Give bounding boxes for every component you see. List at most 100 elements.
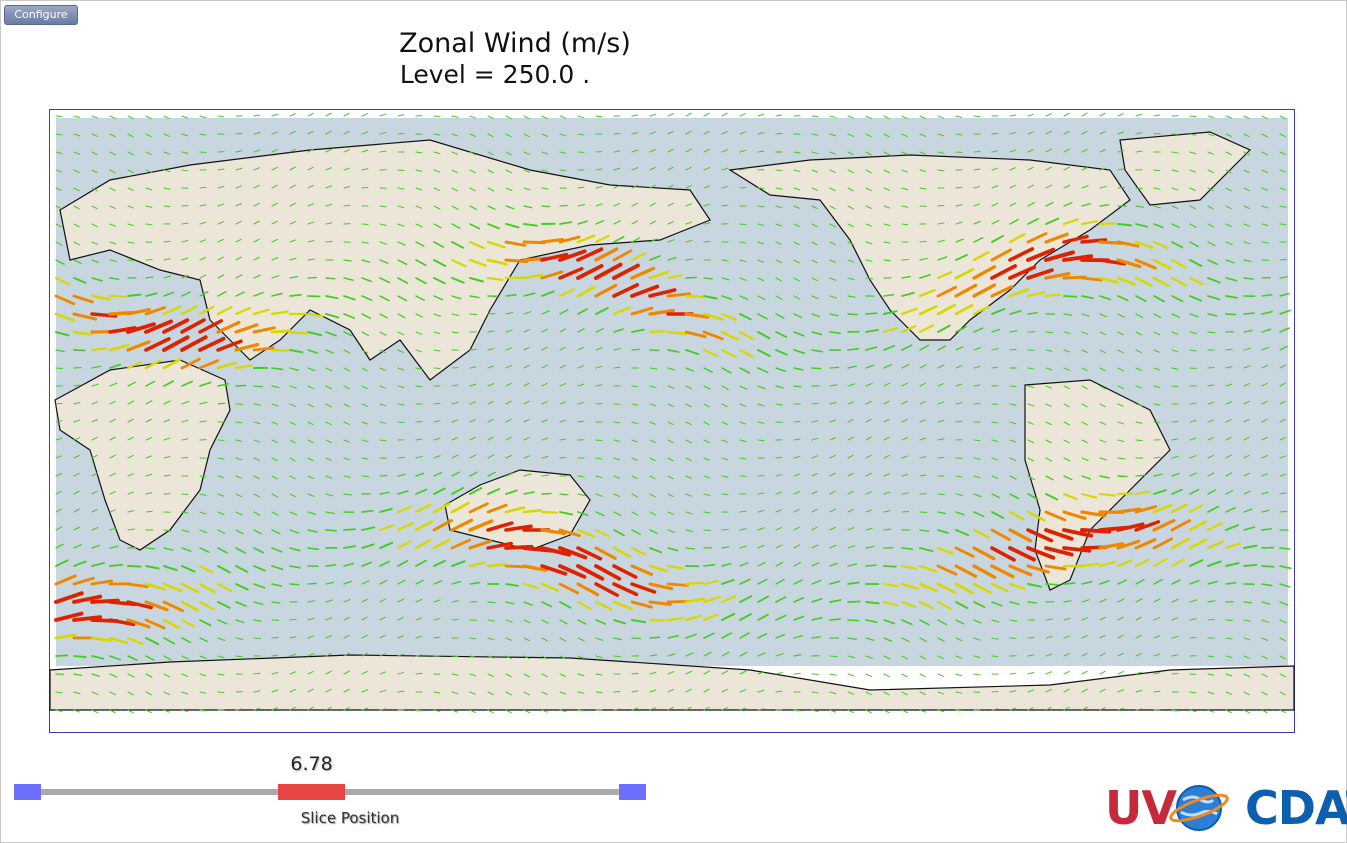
wind-arrow (1207, 366, 1215, 369)
wind-arrow (505, 709, 512, 714)
wind-arrow (325, 688, 332, 693)
wind-arrow (757, 349, 771, 357)
wind-arrow (469, 223, 481, 230)
wind-arrow (703, 185, 711, 189)
wind-arrow (289, 457, 296, 462)
wind-arrow (1045, 457, 1053, 462)
wind-arrow (1027, 148, 1034, 153)
wind-arrow (882, 326, 899, 334)
wind-arrow (1099, 580, 1110, 585)
wind-arrow (1279, 655, 1286, 660)
wind-vector-map[interactable] (49, 109, 1295, 733)
slider-min-handle[interactable] (14, 784, 41, 800)
wind-arrow (307, 475, 315, 480)
wind-arrow (631, 220, 639, 225)
wind-arrow (253, 439, 261, 443)
wind-arrow (270, 329, 293, 334)
wind-arrow (1135, 295, 1147, 302)
wind-arrow (865, 133, 872, 138)
wind-arrow (486, 258, 508, 266)
wind-arrow (918, 289, 936, 298)
slider-thumb[interactable] (278, 784, 346, 800)
wind-arrow (307, 367, 316, 372)
wind-arrow (397, 132, 405, 135)
wind-arrow (991, 348, 999, 351)
wind-arrow (595, 673, 603, 676)
wind-arrow (937, 401, 945, 405)
wind-arrow (468, 519, 494, 532)
wind-arrow (433, 205, 441, 210)
wind-arrow (505, 329, 513, 333)
wind-arrow (144, 337, 171, 352)
wind-arrow (648, 330, 667, 334)
wind-arrow (829, 115, 837, 118)
wind-arrow (451, 471, 461, 477)
wind-arrow (1189, 313, 1199, 318)
wind-arrow (1243, 655, 1251, 659)
wind-arrow (649, 403, 657, 407)
wind-arrow (361, 349, 369, 354)
wind-arrow (829, 187, 836, 192)
wind-arrow (666, 616, 685, 622)
wind-arrow (631, 114, 639, 117)
wind-arrow (541, 290, 555, 297)
wind-arrow (289, 565, 301, 569)
wind-arrow (918, 324, 935, 334)
wind-arrow (577, 619, 587, 625)
wind-arrow (1027, 439, 1034, 444)
wind-arrow (865, 346, 878, 351)
wind-arrow (108, 326, 137, 334)
wind-arrow (1044, 232, 1069, 244)
wind-arrow (397, 205, 405, 209)
wind-arrow (1171, 367, 1179, 370)
wind-arrow (865, 400, 872, 405)
wind-arrow (594, 600, 613, 611)
wind-arrow (793, 187, 801, 191)
wind-arrow (811, 616, 823, 621)
wind-arrow (523, 205, 533, 209)
wind-arrow (865, 277, 874, 280)
wind-arrow (1044, 564, 1067, 571)
wind-arrow (199, 115, 207, 119)
wind-arrow (613, 167, 621, 171)
wind-arrow (180, 582, 200, 594)
wind-arrow (505, 436, 512, 441)
wind-arrow (577, 637, 585, 642)
wind-arrow (1134, 520, 1161, 532)
wind-arrow (54, 574, 77, 586)
wind-arrow (1098, 492, 1117, 497)
wind-arrow (1261, 169, 1268, 174)
wind-arrow (343, 385, 350, 390)
wind-arrow (379, 491, 390, 495)
wind-arrow (325, 564, 337, 567)
wind-arrow (199, 475, 207, 478)
wind-arrow (1207, 401, 1215, 405)
slice-position-slider[interactable]: 6.78 Slice Position (10, 750, 650, 840)
wind-arrow (1099, 457, 1108, 461)
wind-arrow (397, 367, 405, 371)
wind-arrow (163, 419, 171, 423)
wind-arrow (469, 187, 476, 192)
slider-max-handle[interactable] (619, 784, 646, 800)
wind-arrow (361, 367, 368, 372)
configure-button[interactable]: Configure (4, 5, 78, 25)
wind-arrow (396, 540, 412, 550)
wind-arrow (865, 509, 873, 513)
wind-arrow (396, 505, 413, 514)
wind-arrow (667, 166, 674, 171)
wind-arrow (595, 185, 603, 189)
wind-arrow (541, 151, 549, 155)
wind-arrow (649, 475, 656, 480)
wind-arrow (811, 420, 819, 423)
wind-arrow (361, 457, 369, 460)
wind-arrow (594, 528, 610, 538)
wind-arrow (1189, 618, 1197, 621)
wind-arrow (1027, 636, 1035, 639)
wind-arrow (73, 526, 81, 531)
wind-arrow (55, 205, 62, 210)
wind-arrow (55, 559, 69, 567)
wind-arrow (739, 223, 747, 226)
wind-arrow (540, 546, 572, 557)
wind-arrow (469, 454, 477, 459)
wind-arrow (757, 421, 765, 424)
